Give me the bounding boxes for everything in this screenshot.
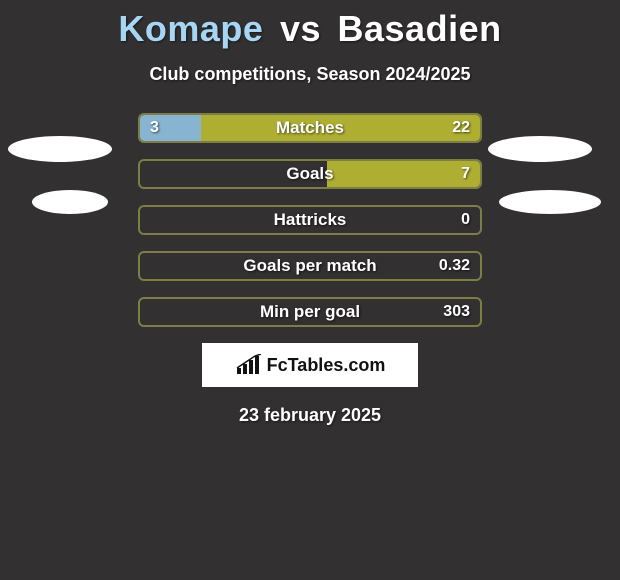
stat-label: Goals [140,161,480,187]
stat-label: Matches [140,115,480,141]
stat-row: Goals per match0.32 [138,251,482,281]
date-text: 23 february 2025 [0,405,620,426]
avatar-ellipse [32,190,108,214]
stat-value-left: 3 [150,115,159,141]
stat-value-right: 0.32 [439,253,470,279]
stat-row: Matches3 22 [138,113,482,143]
stat-value-right: 22 [452,115,470,141]
stat-row: Goals7 [138,159,482,189]
stat-label: Goals per match [140,253,480,279]
page-title: Komape vs Basadien [0,0,620,50]
title-vs: vs [280,8,321,49]
stat-value-right: 0 [461,207,470,233]
stat-row: Min per goal303 [138,297,482,327]
stat-value-right: 303 [443,299,470,325]
brand-text: FcTables.com [267,355,386,376]
bars-icon [235,354,263,376]
brand-box: FcTables.com [202,343,418,387]
avatar-ellipse [499,190,601,214]
avatar-ellipse [8,136,112,162]
comparison-chart: Matches3 22 Goals7 Hattricks0 Goals per matc… [0,113,620,327]
stat-value-right: 7 [461,161,470,187]
stat-row: Hattricks0 [138,205,482,235]
title-player2: Basadien [338,8,502,49]
stat-label: Hattricks [140,207,480,233]
title-player1: Komape [118,8,263,49]
stat-label: Min per goal [140,299,480,325]
subtitle: Club competitions, Season 2024/2025 [0,64,620,85]
avatar-ellipse [488,136,592,162]
